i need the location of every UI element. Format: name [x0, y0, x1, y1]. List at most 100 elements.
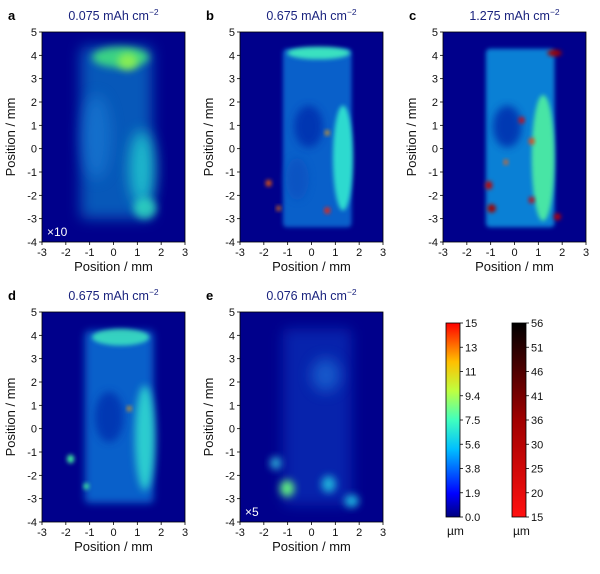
panel-title: 0.075 mAh cm−2: [68, 7, 159, 23]
y-tick-label: -1: [225, 447, 235, 459]
x-axis-label: Position / mm: [74, 259, 153, 274]
heatmap-spot: [485, 181, 493, 190]
heatmap-spot: [285, 158, 309, 200]
y-tick-label: 4: [229, 330, 235, 342]
colorbar-tick-label: 13: [465, 342, 477, 354]
panel-label: c: [409, 8, 416, 23]
y-tick-label: -1: [27, 447, 37, 459]
y-tick-label: -2: [225, 470, 235, 482]
y-tick-label: 4: [31, 50, 37, 62]
x-axis-label: Position / mm: [272, 259, 351, 274]
y-tick-label: 0: [229, 144, 235, 156]
heatmap-spot: [321, 475, 336, 493]
panel-title: 1.275 mAh cm−2: [469, 7, 560, 23]
y-tick-label: 3: [432, 74, 438, 86]
y-tick-label: -1: [428, 167, 438, 179]
x-axis-label: Position / mm: [475, 259, 554, 274]
x-tick-label: 0: [110, 527, 116, 539]
heatmap-spot: [547, 49, 562, 57]
x-tick-label: -1: [283, 527, 293, 539]
x-tick-label: -1: [85, 527, 95, 539]
heatmap-spot: [294, 105, 323, 148]
x-tick-label: 3: [380, 247, 386, 259]
colorbar-tick-label: 36: [531, 415, 543, 427]
x-tick-label: -1: [85, 247, 95, 259]
heatmap-spot: [324, 207, 331, 214]
heatmap-spot: [332, 105, 353, 211]
x-tick-label: 1: [535, 247, 541, 259]
x-tick-label: -1: [486, 247, 496, 259]
y-tick-label: 5: [229, 307, 235, 319]
y-tick-label: 3: [31, 354, 37, 366]
x-tick-label: -2: [259, 527, 269, 539]
y-tick-label: 1: [31, 120, 37, 132]
x-tick-label: 3: [182, 527, 188, 539]
y-tick-label: 1: [229, 120, 235, 132]
heatmap-spot: [531, 95, 555, 221]
x-tick-label: -1: [283, 247, 293, 259]
heatmap-d: [67, 328, 155, 504]
y-tick-label: 3: [229, 74, 235, 86]
colorbar-tick-label: 9.4: [465, 391, 480, 403]
heatmap-spot: [493, 105, 522, 148]
x-tick-label: -2: [462, 247, 472, 259]
colorbar-tick-label: 20: [531, 488, 543, 500]
heatmap-spot: [67, 454, 75, 464]
x-tick-label: -2: [61, 247, 71, 259]
colorbar-tick-label: 25: [531, 464, 543, 476]
x-tick-label: 0: [511, 247, 517, 259]
colorbar-tick-label: 15: [465, 318, 477, 330]
y-tick-label: -3: [225, 214, 235, 226]
heatmap-spot: [265, 180, 272, 187]
x-tick-label: 2: [356, 527, 362, 539]
heatmap-spot: [287, 46, 351, 60]
heatmap-spot: [82, 95, 111, 179]
y-tick-label: 4: [432, 50, 438, 62]
heatmap-e: [270, 328, 359, 508]
y-axis-label: Position / mm: [404, 98, 419, 177]
panel-title: 0.675 mAh cm−2: [266, 7, 357, 23]
y-tick-label: 5: [432, 27, 438, 39]
colorbar-unit: µm: [513, 524, 530, 538]
heatmap-spot: [127, 406, 132, 412]
colorbar-tick-label: 11: [465, 367, 476, 379]
heatmap-spot: [311, 358, 341, 392]
heatmap-spot: [503, 159, 509, 165]
y-tick-label: -3: [27, 214, 37, 226]
y-tick-label: 1: [31, 400, 37, 412]
heatmap-spot: [117, 53, 138, 70]
y-tick-label: -4: [225, 237, 235, 249]
y-tick-label: 2: [432, 97, 438, 109]
heatmap-spot: [528, 196, 535, 204]
x-tick-label: 1: [134, 247, 140, 259]
x-tick-label: 3: [583, 247, 589, 259]
y-tick-label: 5: [31, 27, 37, 39]
x-tick-label: 2: [559, 247, 565, 259]
heatmap-spot: [553, 213, 561, 220]
y-tick-label: 0: [229, 424, 235, 436]
y-tick-label: 2: [31, 97, 37, 109]
y-tick-label: 3: [229, 354, 235, 366]
y-tick-label: 2: [229, 377, 235, 389]
y-tick-label: -3: [225, 494, 235, 506]
y-axis-label: Position / mm: [201, 378, 216, 457]
colorbar-tick-label: 46: [531, 367, 543, 379]
x-tick-label: 0: [110, 247, 116, 259]
panel-title: 0.076 mAh cm−2: [266, 287, 357, 303]
x-tick-label: 0: [308, 247, 314, 259]
heatmap-c: [485, 48, 562, 228]
heatmap-spot: [280, 480, 295, 497]
y-tick-label: -4: [225, 517, 235, 529]
panel-label: b: [206, 8, 214, 23]
y-tick-label: 0: [31, 424, 37, 436]
heatmap-spot: [134, 385, 155, 491]
heatmap-spot: [344, 494, 359, 508]
heatmap-spot: [133, 197, 157, 219]
x-axis-label: Position / mm: [272, 539, 351, 554]
colorbar-unit: µm: [447, 524, 464, 538]
x-tick-label: -3: [37, 247, 47, 259]
